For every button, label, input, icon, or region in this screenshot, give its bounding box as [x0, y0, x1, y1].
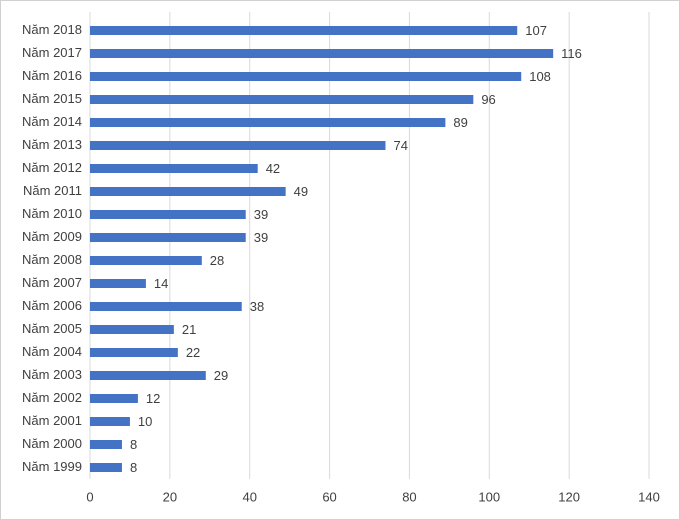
data-label: 39: [254, 230, 268, 245]
bar: [90, 394, 138, 403]
bar: [90, 440, 122, 449]
data-label: 107: [525, 23, 547, 38]
x-tick-label: 120: [558, 489, 580, 504]
y-tick-label: Năm 2010: [22, 206, 82, 221]
y-tick-label: Năm 2011: [23, 183, 82, 198]
bar: [90, 233, 246, 242]
bar: [90, 256, 202, 265]
y-tick-label: Năm 2009: [22, 229, 82, 244]
y-tick-label: Năm 2016: [22, 68, 82, 83]
data-label: 22: [186, 345, 200, 360]
y-tick-label: Năm 2005: [22, 321, 82, 336]
data-label: 49: [294, 184, 308, 199]
y-tick-label: Năm 2017: [22, 45, 82, 60]
y-tick-label: Năm 2002: [22, 390, 82, 405]
x-tick-label: 20: [163, 489, 177, 504]
x-tick-label: 60: [322, 489, 336, 504]
y-tick-label: Năm 2008: [22, 252, 82, 267]
y-tick-label: Năm 2004: [22, 344, 82, 359]
data-label: 21: [182, 322, 196, 337]
bar: [90, 325, 174, 334]
data-label: 74: [393, 138, 407, 153]
bar: [90, 26, 518, 35]
data-label: 116: [561, 46, 582, 61]
y-tick-label: Năm 2013: [22, 137, 82, 152]
bar: [90, 302, 242, 311]
x-tick-label: 80: [402, 489, 416, 504]
x-tick-label: 100: [478, 489, 500, 504]
data-label: 10: [138, 414, 152, 429]
bar: [90, 348, 178, 357]
y-tick-label: Năm 2012: [22, 160, 82, 175]
y-tick-label: Năm 2015: [22, 91, 82, 106]
bar: [90, 118, 446, 127]
data-label: 89: [453, 115, 467, 130]
bar: [90, 417, 130, 426]
bar: [90, 187, 286, 196]
data-label: 12: [146, 391, 160, 406]
data-label: 8: [130, 437, 137, 452]
bar: [90, 141, 386, 150]
bar: [90, 210, 246, 219]
data-label: 14: [154, 276, 168, 291]
y-tick-label: Năm 2001: [22, 413, 82, 428]
bar: [90, 95, 474, 104]
y-tick-label: Năm 2000: [22, 436, 82, 451]
x-tick-label: 40: [242, 489, 256, 504]
bar: [90, 72, 522, 81]
data-label: 28: [210, 253, 224, 268]
x-tick-label: 0: [86, 489, 93, 504]
y-tick-label: Năm 2006: [22, 298, 82, 313]
data-label: 38: [250, 299, 264, 314]
y-tick-label: Năm 1999: [22, 459, 82, 474]
data-label: 96: [481, 92, 495, 107]
data-label: 8: [130, 460, 137, 475]
data-label: 42: [266, 161, 280, 176]
bar: [90, 463, 122, 472]
y-tick-label: Năm 2003: [22, 367, 82, 382]
y-tick-label: Năm 2007: [22, 275, 82, 290]
bar: [90, 371, 206, 380]
data-label: 39: [254, 207, 268, 222]
data-label: 29: [214, 368, 228, 383]
data-label: 108: [529, 69, 551, 84]
bar: [90, 49, 554, 58]
y-tick-label: Năm 2014: [22, 114, 82, 129]
y-tick-label: Năm 2018: [22, 22, 82, 37]
x-tick-label: 140: [638, 489, 660, 504]
bar: [90, 164, 258, 173]
bar: [90, 279, 146, 288]
